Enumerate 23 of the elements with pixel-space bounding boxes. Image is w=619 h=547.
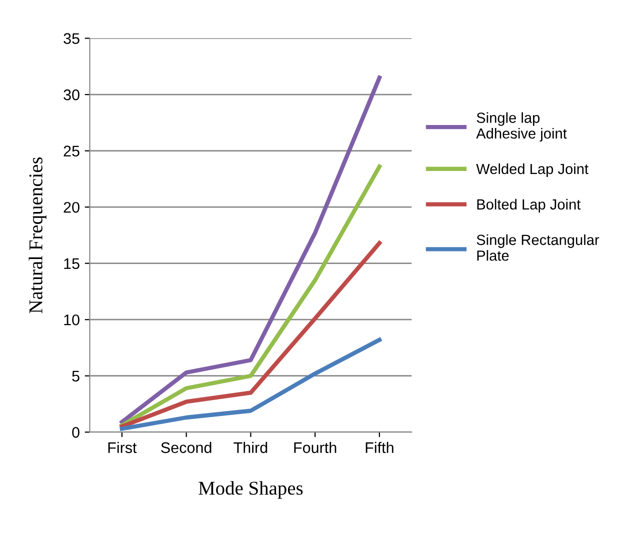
legend-label: Single lap Adhesive joint [476, 112, 567, 142]
line-series [120, 76, 382, 424]
x-tick-label: Fifth [366, 442, 394, 454]
line-series [120, 338, 382, 431]
y-tick-label: 25 [64, 146, 80, 156]
x-axis-title: Mode Shapes [198, 481, 303, 499]
y-tick-label: 5 [72, 370, 80, 382]
legend-label: Single Rectangular Plate [476, 234, 600, 261]
y-tick-label: 30 [64, 89, 80, 100]
y-tick-label: 35 [64, 33, 80, 44]
legend-label: Welded Lap Joint [476, 163, 588, 178]
y-tick-label: 20 [64, 202, 80, 213]
y-tick-label: 10 [64, 314, 80, 326]
line-series [120, 241, 382, 429]
x-tick-label: Fourth [294, 442, 336, 454]
y-tick-label: 0 [72, 427, 80, 438]
y-axis-title: Natural Frequencies [28, 157, 46, 314]
x-tick-label: Third [234, 442, 268, 454]
y-tick-label: 15 [64, 258, 80, 270]
line-series [120, 164, 382, 428]
legend-label: Bolted Lap Joint [477, 198, 581, 212]
x-tick-label: First [108, 442, 137, 454]
x-tick-label: Second [161, 442, 212, 454]
